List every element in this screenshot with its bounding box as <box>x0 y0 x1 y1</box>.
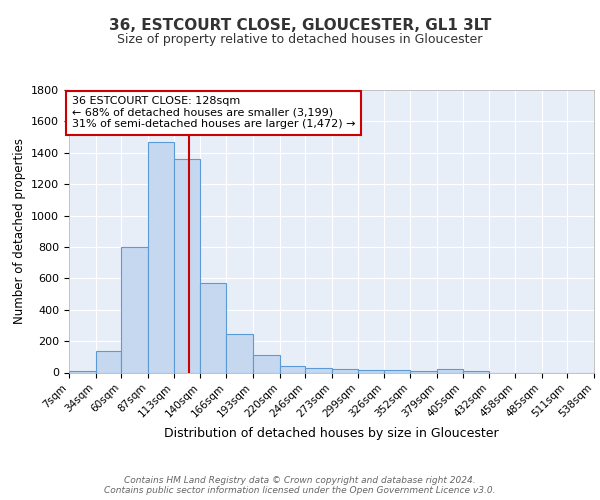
Bar <box>69 371 95 372</box>
Bar <box>305 368 332 372</box>
Bar <box>280 366 305 372</box>
Bar <box>95 350 121 372</box>
Bar <box>174 159 200 372</box>
Bar <box>332 369 358 372</box>
Text: 36 ESTCOURT CLOSE: 128sqm
← 68% of detached houses are smaller (3,199)
31% of se: 36 ESTCOURT CLOSE: 128sqm ← 68% of detac… <box>72 96 355 130</box>
Bar <box>385 370 410 372</box>
Text: Size of property relative to detached houses in Gloucester: Size of property relative to detached ho… <box>118 32 482 46</box>
Bar <box>410 371 437 372</box>
Bar <box>437 370 463 372</box>
Bar <box>200 283 226 372</box>
Bar <box>226 334 253 372</box>
Bar <box>121 247 148 372</box>
Text: 36, ESTCOURT CLOSE, GLOUCESTER, GL1 3LT: 36, ESTCOURT CLOSE, GLOUCESTER, GL1 3LT <box>109 18 491 32</box>
Bar <box>463 371 489 372</box>
Y-axis label: Number of detached properties: Number of detached properties <box>13 138 26 324</box>
Bar <box>358 370 385 372</box>
X-axis label: Distribution of detached houses by size in Gloucester: Distribution of detached houses by size … <box>164 428 499 440</box>
Text: Contains HM Land Registry data © Crown copyright and database right 2024.
Contai: Contains HM Land Registry data © Crown c… <box>104 476 496 495</box>
Bar <box>253 355 280 372</box>
Bar <box>148 142 174 372</box>
